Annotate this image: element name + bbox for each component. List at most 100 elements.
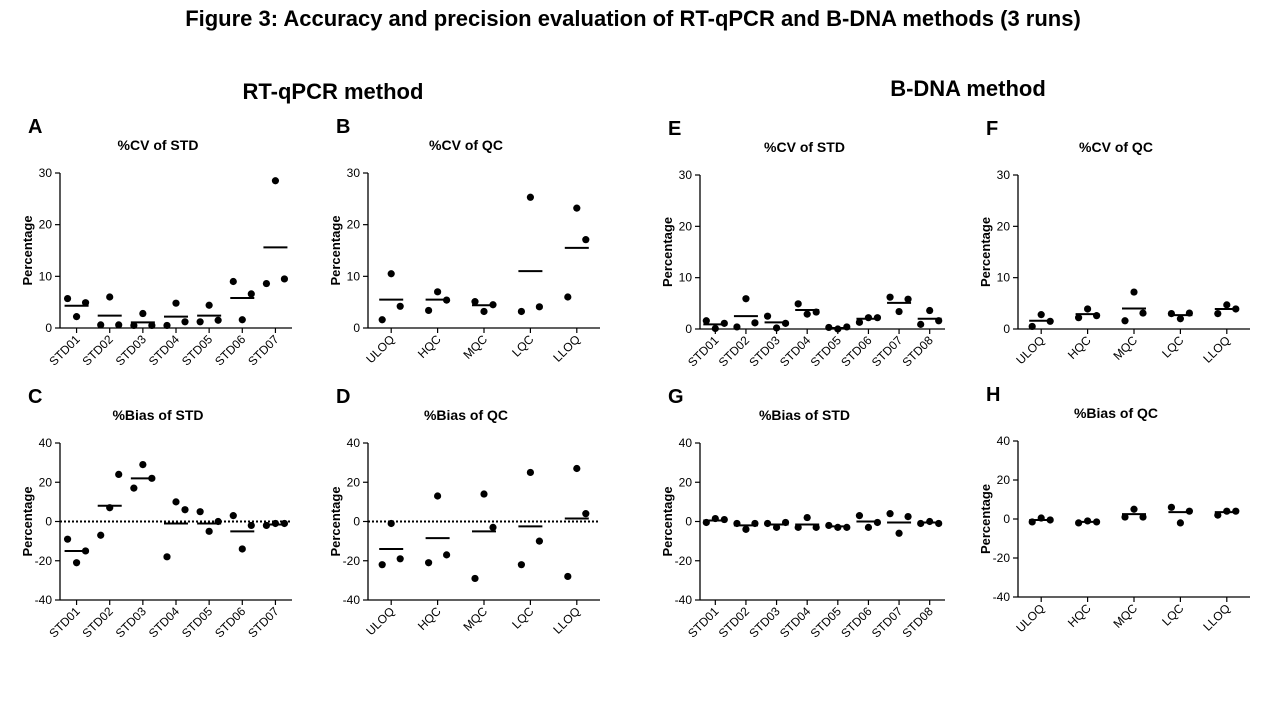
data-point [711, 514, 719, 523]
x-tick-label: STD04 [777, 333, 814, 370]
x-tick-label: LLOQ [1200, 601, 1233, 634]
data-point [1139, 309, 1147, 317]
x-tick-label: STD01 [685, 333, 722, 370]
data-point [895, 307, 903, 316]
x-tick-label: LLOQ [550, 332, 583, 365]
data-point [262, 279, 271, 288]
y-tick-label: 10 [39, 269, 53, 283]
y-tick-label: 10 [997, 271, 1011, 285]
y-tick-label: -20 [343, 554, 361, 568]
data-point [535, 303, 543, 311]
data-point [803, 513, 811, 522]
x-tick-label: STD07 [869, 604, 906, 641]
y-tick-label: 0 [1003, 322, 1010, 336]
x-tick-label: STD04 [146, 332, 183, 369]
data-point [564, 293, 572, 301]
y-tick-label: 20 [997, 219, 1011, 233]
data-point [1037, 311, 1045, 319]
data-point [378, 316, 386, 324]
panel-label: A [28, 116, 42, 138]
x-tick-label: STD06 [838, 333, 875, 370]
x-tick-label: ULOQ [363, 604, 397, 638]
data-point [81, 299, 90, 307]
y-tick-label: 0 [685, 322, 692, 336]
data-point [855, 318, 864, 326]
data-point [387, 519, 395, 528]
data-point [396, 555, 404, 563]
data-point [238, 545, 246, 553]
data-point [825, 323, 833, 332]
data-point [229, 277, 237, 286]
data-point [1232, 305, 1240, 313]
data-point [794, 300, 802, 308]
data-point [751, 319, 759, 327]
y-tick-label: -20 [675, 554, 693, 568]
data-point [480, 307, 488, 316]
data-point [573, 204, 581, 212]
data-point [72, 313, 81, 321]
data-point [733, 323, 741, 331]
y-tick-label: 20 [39, 218, 53, 232]
x-tick-label: ULOQ [363, 332, 397, 366]
data-point [935, 519, 943, 528]
figure-title: Figure 3: Accuracy and precision evaluat… [185, 6, 1081, 31]
panel-title: %CV of STD [764, 139, 845, 155]
y-tick-label: -40 [675, 593, 693, 607]
data-point [873, 314, 882, 322]
panel-label: E [668, 118, 681, 140]
x-tick-label: STD07 [245, 332, 282, 369]
y-axis-label: Percentage [978, 484, 993, 554]
panel-title: %CV of QC [1079, 139, 1153, 155]
x-tick-label: STD02 [80, 332, 117, 369]
x-tick-label: LLOQ [1200, 333, 1233, 366]
data-point [97, 321, 105, 329]
x-tick-label: STD06 [212, 332, 249, 369]
x-tick-label: STD05 [808, 333, 845, 370]
data-point [742, 295, 750, 303]
data-point [1028, 322, 1036, 331]
data-point [247, 290, 255, 298]
data-point [526, 468, 534, 477]
data-point [387, 270, 395, 278]
data-point [935, 317, 943, 325]
data-point [517, 307, 525, 316]
y-tick-label: -40 [343, 593, 361, 607]
y-axis-label: Percentage [20, 486, 35, 556]
data-point [262, 521, 271, 530]
data-point [772, 324, 781, 332]
y-tick-label: 0 [45, 515, 52, 529]
panel-g: G%Bias of STDPercentage-40-2002040STD01S… [660, 386, 945, 641]
data-point [763, 519, 772, 528]
data-point [115, 470, 123, 478]
y-tick-label: -40 [993, 590, 1011, 604]
data-point [130, 484, 138, 492]
data-point [904, 295, 912, 303]
data-point [214, 316, 222, 324]
y-tick-label: 20 [679, 475, 693, 489]
data-point [205, 527, 213, 535]
data-point [781, 518, 790, 527]
data-point [781, 319, 790, 327]
x-tick-label: LQC [1159, 333, 1187, 361]
data-point [917, 519, 925, 528]
data-point [1093, 518, 1101, 526]
data-point [1176, 519, 1184, 527]
data-point [702, 518, 710, 527]
panel-b: B %CV of QC Percentage 0 10 20 30 ULOQ HQC MQC LQC… [328, 116, 600, 366]
x-tick-label: LQC [509, 332, 537, 360]
data-point [803, 310, 811, 318]
data-point [247, 521, 255, 530]
data-point [1046, 516, 1054, 524]
data-point [214, 517, 222, 526]
x-tick-label: STD07 [245, 604, 282, 641]
data-point [904, 512, 912, 521]
x-tick-label: STD01 [46, 604, 83, 641]
x-tick-label: ULOQ [1013, 333, 1047, 367]
data-point [1185, 507, 1193, 515]
panel-c: C%Bias of STDPercentage-40-2002040STD01S… [20, 386, 292, 641]
panel-e: E%CV of STDPercentage0102030STD01STD02ST… [660, 118, 945, 370]
y-tick-label: 40 [39, 436, 53, 450]
data-point [855, 512, 864, 520]
y-tick-label: 30 [39, 166, 53, 180]
x-tick-label: STD06 [212, 604, 249, 641]
